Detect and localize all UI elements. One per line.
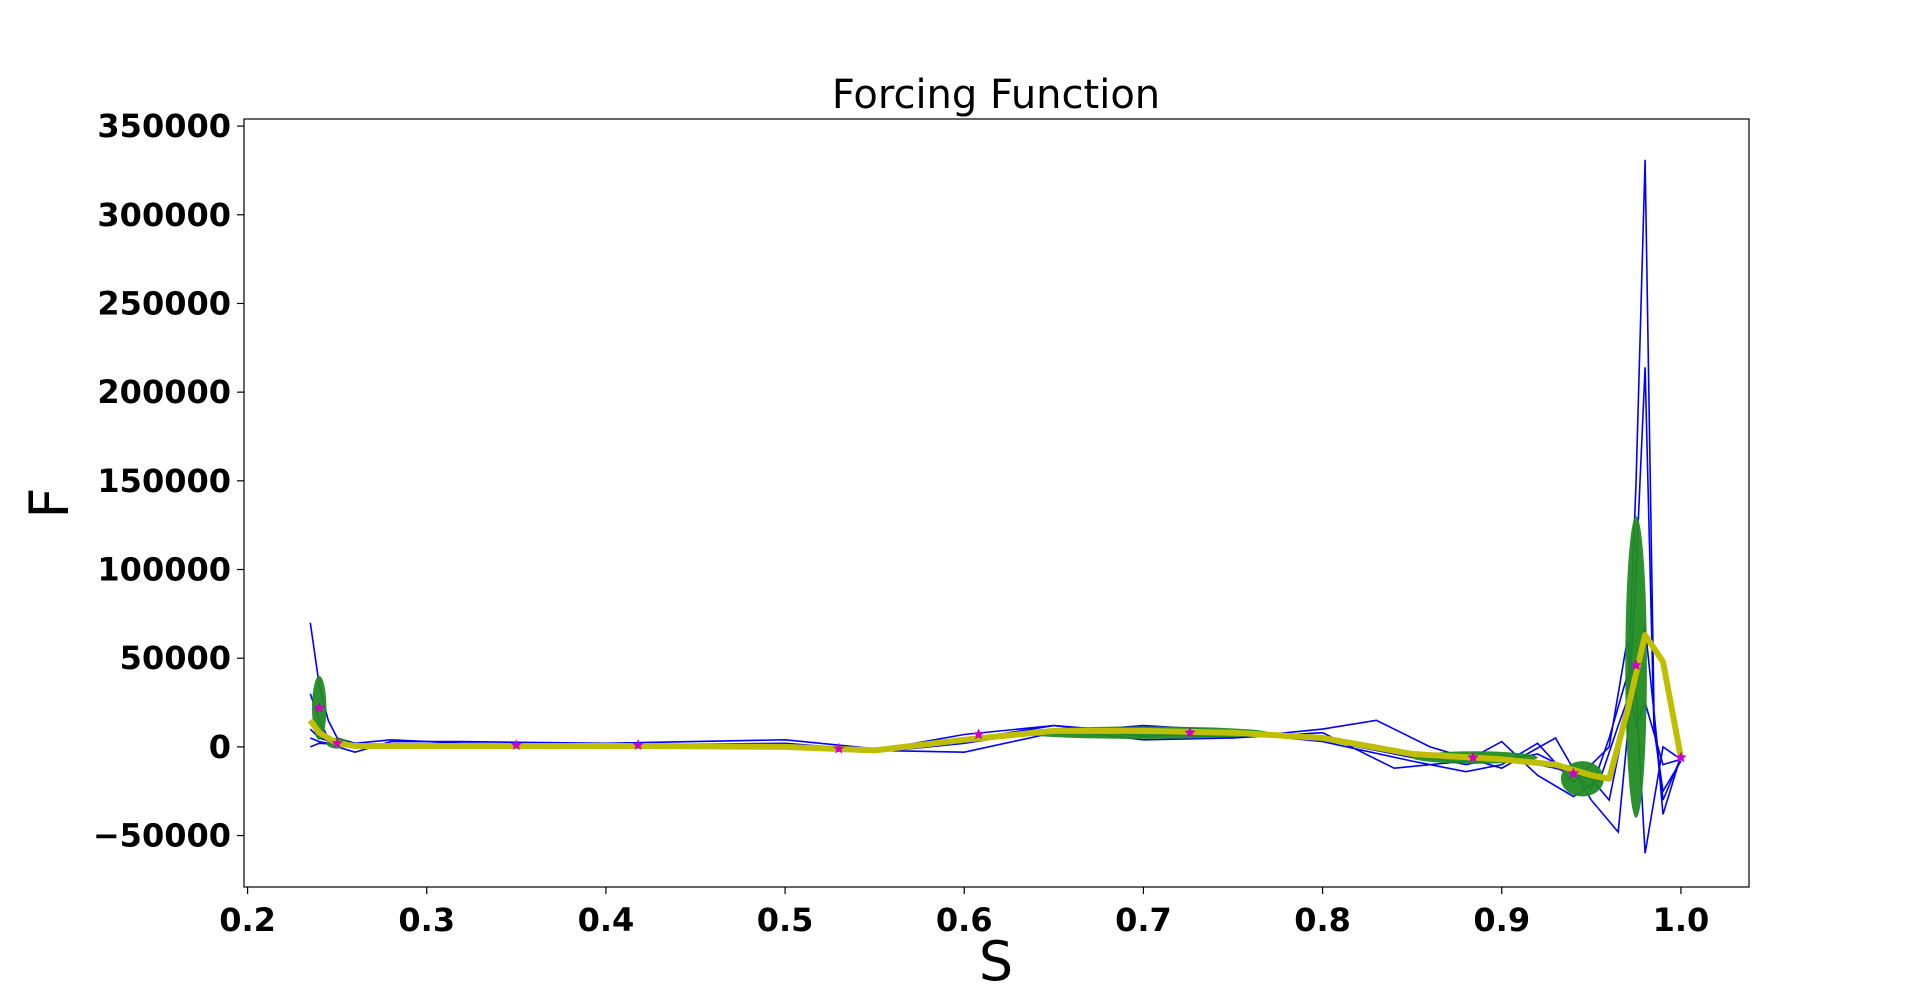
x-tick-label-6: 0.7 <box>1115 901 1172 939</box>
y-tick-label-7: 250000 <box>97 284 231 322</box>
y-tick-label-5: 150000 <box>97 462 231 500</box>
data-point-9 <box>1567 767 1580 779</box>
data-point-3 <box>510 739 522 750</box>
data-point-6 <box>972 728 985 740</box>
y-tick-label-9: 350000 <box>97 107 231 145</box>
x-tick-label-9: 1.0 <box>1653 901 1710 939</box>
y-axis-label: F <box>18 487 81 518</box>
data-point-11 <box>1675 751 1687 763</box>
data-point-4 <box>632 739 644 750</box>
chart-title: Forcing Function <box>832 72 1160 118</box>
y-axis: −50000 0 50000 100000 150000 200000 250000 3000… <box>93 107 244 855</box>
x-axis-label: S <box>979 930 1013 986</box>
data-point-7 <box>1184 726 1196 738</box>
plot-area <box>307 159 1687 854</box>
data-point-8 <box>1467 751 1479 763</box>
x-tick-label-2: 0.3 <box>398 901 455 939</box>
data-point-2 <box>331 737 343 749</box>
x-tick-label-8: 0.9 <box>1473 901 1530 939</box>
y-tick-label-1: −50000 <box>93 817 231 855</box>
x-tick-label-7: 0.8 <box>1294 901 1351 939</box>
x-tick-label-1: 0.2 <box>219 901 276 939</box>
x-tick-label-4: 0.5 <box>757 901 814 939</box>
plot-frame <box>243 118 1750 888</box>
y-tick-label-8: 300000 <box>97 196 231 234</box>
demonstration-line-5 <box>310 675 1682 791</box>
data-point-1 <box>313 701 325 713</box>
data-point-5 <box>833 742 845 754</box>
demonstration-line-1 <box>309 159 1682 815</box>
data-point-10 <box>1630 659 1642 671</box>
x-axis: 0.2 0.3 0.4 0.5 0.6 0.7 0.8 0.9 1.0 <box>219 887 1709 939</box>
plot-marks <box>307 159 1687 854</box>
x-tick-label-5: 0.6 <box>936 901 993 939</box>
demonstration-line-4 <box>310 626 1682 801</box>
y-tick-label-4: 100000 <box>97 551 231 589</box>
y-tick-label-2: 0 <box>209 728 231 766</box>
mean-line <box>307 632 1684 782</box>
y-tick-label-6: 200000 <box>97 373 231 411</box>
y-tick-label-3: 50000 <box>120 639 231 677</box>
x-tick-label-3: 0.4 <box>578 901 635 939</box>
